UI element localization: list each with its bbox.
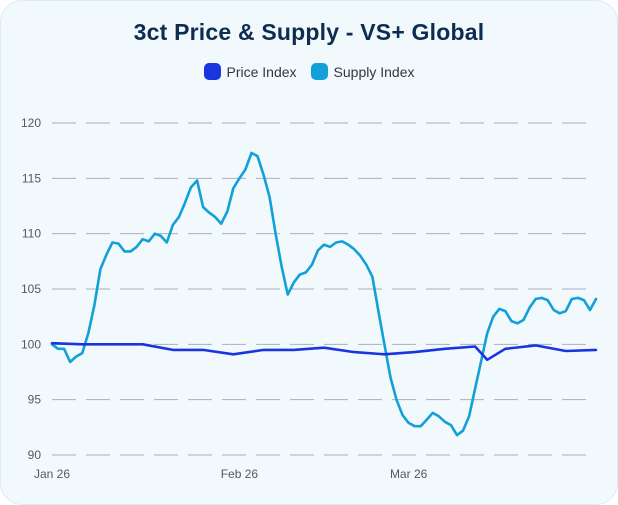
y-tick-label-120: 120 <box>21 116 41 130</box>
legend-swatch-supply-index <box>310 63 328 80</box>
chart-title: 3ct Price & Supply - VS+ Global <box>133 19 485 45</box>
x-tick-label-mar-26: Mar 26 <box>390 467 428 481</box>
y-tick-label-90: 90 <box>28 448 42 462</box>
y-tick-label-100: 100 <box>21 337 41 351</box>
legend-label-supply-index: Supply Index <box>333 63 415 80</box>
series-line-price-index <box>50 341 598 362</box>
x-axis-ticks: Jan 26 Feb 26 Mar 26 <box>34 467 428 481</box>
y-tick-label-110: 110 <box>22 227 41 241</box>
y-axis-ticks: 90 95 100 105 110 115 120 <box>21 116 41 462</box>
legend-label-price-index: Price Index <box>226 63 297 80</box>
legend-item-supply-index[interactable]: Supply Index <box>310 63 415 80</box>
x-tick-label-jan-26: Jan 26 <box>34 467 70 481</box>
y-tick-label-115: 115 <box>22 171 41 185</box>
series-lines <box>50 151 598 437</box>
chart-legend: Price Index Supply Index <box>1 63 617 80</box>
series-line-supply-index <box>50 151 598 437</box>
y-tick-label-95: 95 <box>28 393 42 407</box>
legend-item-price-index[interactable]: Price Index <box>203 63 297 80</box>
x-tick-label-feb-26: Feb 26 <box>221 467 259 481</box>
gridlines <box>52 122 596 456</box>
legend-swatch-price-index <box>203 63 221 80</box>
y-tick-label-105: 105 <box>21 282 41 296</box>
